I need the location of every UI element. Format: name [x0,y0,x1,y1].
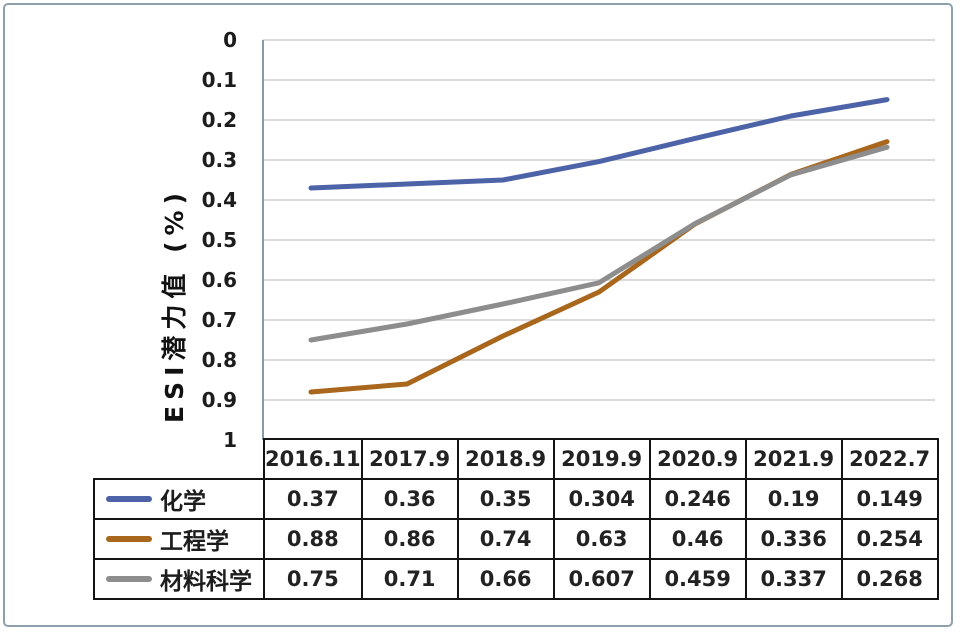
gridlines [263,39,935,441]
series-line-engineering [308,139,890,395]
y-tick-label: 0.1 [201,68,237,92]
legend-line-icon [106,496,152,502]
category-header-cell: 2021.9 [744,438,843,480]
value-cell: 0.459 [648,558,747,600]
value-cell: 0.71 [360,558,459,600]
y-tick-label: 1 [223,428,237,452]
y-tick-label: 0.7 [201,308,237,332]
value-cell: 0.337 [744,558,843,600]
series-name-label: 材料科学 [160,569,252,595]
table-row-engineering: 工程学 0.88 0.86 0.74 0.63 0.46 0.336 0.254 [93,518,939,560]
legend-cell-materials: 材料科学 [93,558,265,600]
category-header-cell: 2018.9 [456,438,555,480]
table-row-chemistry: 化学 0.37 0.36 0.35 0.304 0.246 0.19 0.149 [93,478,939,520]
legend-cell-engineering: 工程学 [93,518,265,560]
table-corner-cell [94,439,264,479]
y-tick-label: 0.9 [201,388,237,412]
y-tick-label: 0.3 [201,148,237,172]
value-cell: 0.246 [648,478,747,520]
series-line-materials [308,144,890,343]
value-cell: 0.36 [360,478,459,520]
value-cell: 0.336 [744,518,843,560]
y-axis-title: ESI潜力值 (%) [160,187,189,423]
value-cell: 0.88 [263,518,363,560]
chart-data-table: 2016.11 2017.9 2018.9 2019.9 2020.9 2021.9 202… [93,438,939,600]
chart-frame: ESI潜力值 (%) 0 0.1 0.2 0.3 0.4 0.5 0.6 0.7 0.8 0.9 1… [3,3,953,627]
value-cell: 0.19 [744,478,843,520]
table-row-materials: 材料科学 0.75 0.71 0.66 0.607 0.459 0.337 0.268 [93,558,939,600]
y-tick-label: 0.8 [201,348,237,372]
value-cell: 0.75 [263,558,363,600]
value-cell: 0.607 [552,558,651,600]
value-cell: 0.63 [552,518,651,560]
series-name-label: 工程学 [160,529,229,555]
value-cell: 0.37 [263,478,363,520]
legend-line-icon [106,576,152,582]
series-name-label: 化学 [160,489,206,515]
value-cell: 0.149 [840,478,939,520]
y-tick-label: 0.4 [201,188,237,212]
category-header-cell: 2019.9 [552,438,651,480]
category-header-cell: 2016.11 [263,438,363,480]
y-tick-label: 0.5 [201,228,237,252]
y-tick-label: 0.2 [201,108,237,132]
category-header-cell: 2017.9 [360,438,459,480]
value-cell: 0.86 [360,518,459,560]
value-cell: 0.66 [456,558,555,600]
value-cell: 0.268 [840,558,939,600]
value-cell: 0.35 [456,478,555,520]
value-cell: 0.254 [840,518,939,560]
legend-cell-chemistry: 化学 [93,478,265,520]
y-tick-label: 0 [223,28,237,52]
series-line-chemistry [308,97,890,191]
value-cell: 0.304 [552,478,651,520]
legend-line-icon [106,536,152,542]
y-tick-label: 0.6 [201,268,237,292]
category-header-cell: 2020.9 [648,438,747,480]
value-cell: 0.46 [648,518,747,560]
category-header-cell: 2022.7 [840,438,939,480]
value-cell: 0.74 [456,518,555,560]
table-header-row: 2016.11 2017.9 2018.9 2019.9 2020.9 2021.9 202… [94,438,939,480]
